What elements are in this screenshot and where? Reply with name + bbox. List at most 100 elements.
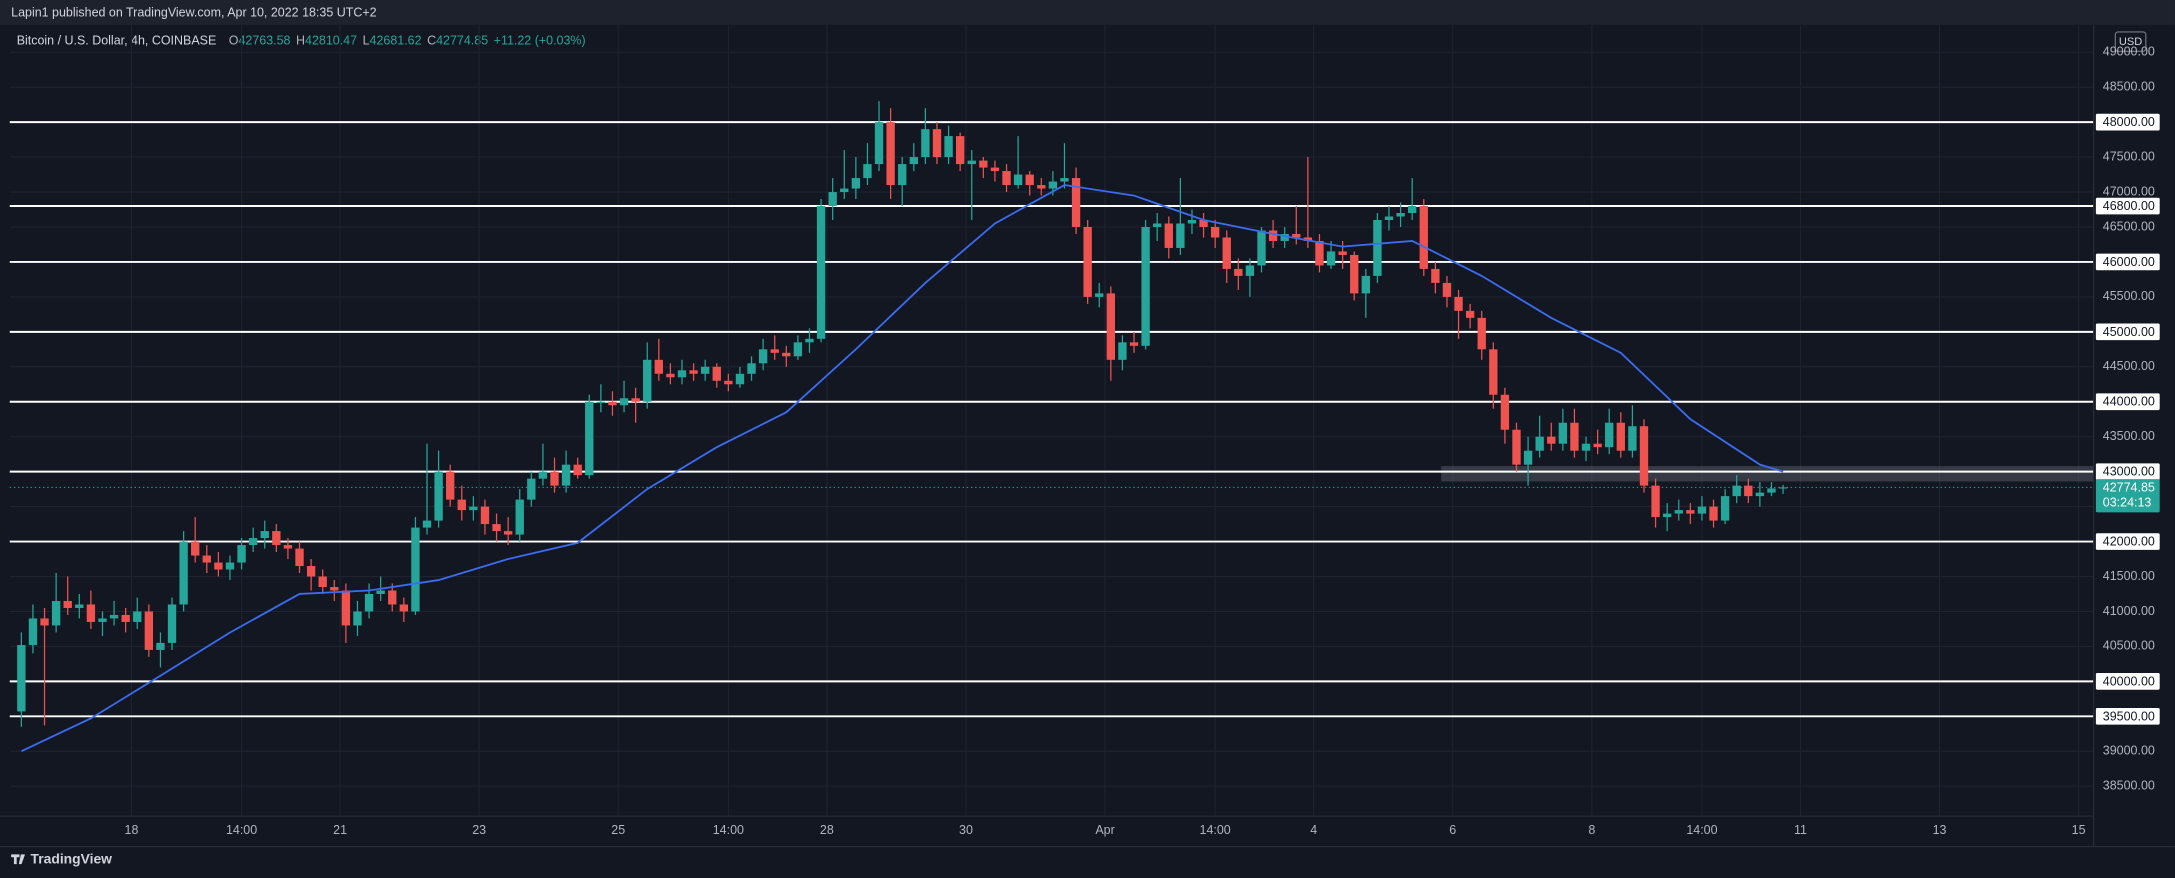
ohlc-key: L <box>363 34 370 48</box>
candle-body <box>1547 436 1556 444</box>
candle-body <box>411 527 420 612</box>
candle-body <box>492 524 501 532</box>
candle-body <box>1744 485 1753 497</box>
candle-body <box>214 562 223 570</box>
candle-body <box>932 129 942 158</box>
x-tick-label: 14:00 <box>1686 823 1717 837</box>
level-label: 42000.00 <box>2103 535 2155 549</box>
candle-body <box>144 611 154 650</box>
candle-body <box>457 499 466 511</box>
level-label: 40000.00 <box>2103 674 2155 688</box>
candle-body <box>1037 185 1046 189</box>
candle-body <box>17 645 26 712</box>
candle-body <box>1465 310 1475 318</box>
candle-body <box>1523 450 1533 465</box>
level-label: 44000.00 <box>2103 395 2155 409</box>
candle-body <box>585 401 594 476</box>
x-tick-label: 23 <box>472 823 486 837</box>
candle-body <box>86 604 96 622</box>
level-label-box <box>2095 673 2160 690</box>
candle-body <box>1141 226 1150 346</box>
candle-body <box>1013 174 1023 186</box>
y-tick-label: 39000.00 <box>2103 744 2155 758</box>
x-tick-label: 14:00 <box>226 823 257 837</box>
footer-logo <box>11 854 26 865</box>
candle-body <box>1002 171 1011 186</box>
candle-body <box>28 618 38 646</box>
candle-body <box>1268 230 1278 241</box>
candle-body <box>793 342 803 357</box>
currency-box[interactable] <box>2114 31 2147 52</box>
candle-body <box>527 478 536 500</box>
candle-body <box>1755 492 1765 497</box>
y-tick-label: 41500.00 <box>2103 569 2155 583</box>
y-tick-label: 44500.00 <box>2103 359 2155 373</box>
candle-body <box>550 471 559 486</box>
candle-body <box>40 618 49 626</box>
candle-body <box>480 506 490 525</box>
candle-body <box>1639 426 1649 486</box>
publisher-text: Lapin1 published on TradingView.com, Apr… <box>11 5 376 19</box>
candle-body <box>1118 342 1127 360</box>
candle-body <box>98 618 107 622</box>
ohlc-value: 42774.85 <box>436 34 488 48</box>
candle-body <box>608 401 617 406</box>
candle-body <box>1187 219 1197 224</box>
brand: TradingView <box>31 851 113 867</box>
x-tick-label: 14:00 <box>1200 823 1231 837</box>
candle-body <box>1662 513 1672 518</box>
candle-body <box>1292 233 1301 238</box>
candle-body <box>1628 426 1637 451</box>
y-tick-label: 45500.00 <box>2103 289 2155 303</box>
candle-body <box>295 548 304 567</box>
candle-body <box>1408 206 1417 214</box>
currency: USD <box>2119 36 2142 48</box>
x-tick-label: 11 <box>1794 823 1807 837</box>
level-label: 46000.00 <box>2103 255 2155 269</box>
candle-body <box>677 370 687 378</box>
candle-body <box>1570 422 1579 451</box>
candle-body <box>376 590 385 594</box>
footer-border <box>0 846 2175 848</box>
candle-body <box>944 136 953 158</box>
countdown: 03:24:13 <box>2103 496 2152 510</box>
moving-average <box>21 184 1784 753</box>
level-label-box <box>2095 253 2160 271</box>
candle-body <box>909 157 918 165</box>
x-tick-label: 28 <box>820 823 834 837</box>
candle-body <box>469 506 478 511</box>
candle-body <box>1581 443 1591 451</box>
candle-body <box>1315 240 1324 266</box>
candle-body <box>631 398 640 402</box>
candle-body <box>1153 223 1162 227</box>
candle-body <box>306 566 316 577</box>
candle-body <box>260 531 269 539</box>
candle-body <box>1210 226 1220 238</box>
level-label: 39500.00 <box>2103 709 2155 723</box>
candle-body <box>654 359 663 374</box>
x-tick-label: 13 <box>1933 823 1947 837</box>
x-tick-label: 21 <box>333 823 347 837</box>
candle-body <box>225 562 235 570</box>
price-zone <box>1441 466 2094 482</box>
candle-body <box>758 349 768 364</box>
candle-body <box>1477 317 1486 350</box>
candle-body <box>283 545 293 549</box>
last-price-label: 42774.85 <box>2103 480 2155 494</box>
candle-body <box>1071 178 1081 227</box>
ohlc-value: 42681.62 <box>370 34 422 48</box>
candle-body <box>179 541 188 605</box>
candle-body <box>1350 254 1359 294</box>
level-label-box <box>2095 463 2160 480</box>
candle-body <box>701 366 710 374</box>
candle-body <box>1778 487 1788 489</box>
x-tick-label: 30 <box>959 823 973 837</box>
candle-body <box>1454 296 1463 311</box>
x-tick-label: 15 <box>2072 823 2086 837</box>
candle-body <box>434 471 443 521</box>
x-tick-label: 6 <box>1449 823 1456 837</box>
candle-body <box>724 380 733 385</box>
ohlc-key: C <box>427 34 436 48</box>
ohlc-key: H <box>296 34 305 48</box>
